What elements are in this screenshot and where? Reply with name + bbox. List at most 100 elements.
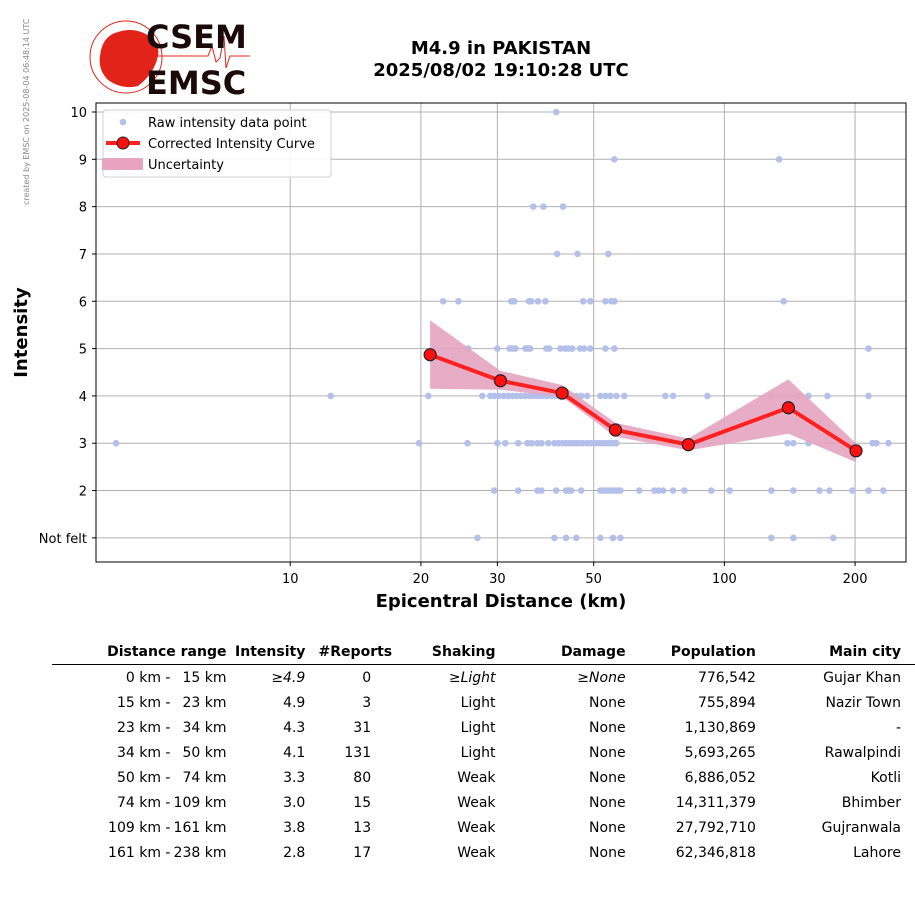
shaking-cell: Light [460,719,496,736]
reports-cell: 80 [353,769,372,786]
raw-data-point [562,534,570,542]
distance-range: 15 km -23 km [116,694,227,711]
raw-data-point [577,487,585,494]
city-cell: Lahore [853,844,901,861]
intensity-cell: 3.8 [283,819,306,836]
intensity-cell: 4.1 [283,744,306,761]
curve-point [608,423,622,437]
x-tick-label: 20 [413,572,430,587]
raw-data-point [528,439,536,447]
raw-data-point [439,297,447,305]
table-row: 161 km -238 km 2.8 17 Weak None 62,346,8… [52,840,915,865]
raw-data-point [415,439,423,447]
y-tick-label: 9 [79,153,87,168]
raw-data-point [553,250,561,258]
x-axis-label: Epicentral Distance (km) [376,591,627,612]
shaking-cell: Weak [457,769,496,786]
raw-data-point [830,534,837,542]
y-tick-label: 7 [79,248,87,263]
shaking-cell: ≥Light [448,669,496,686]
city-cell: Gujar Khan [823,669,901,686]
damage-cell: None [589,844,626,861]
table-row: 50 km -74 km 3.3 80 Weak None 6,886,052 … [52,765,915,790]
distance-range: 109 km -161 km [108,819,227,836]
raw-data-point [494,345,501,352]
y-tick-label: 6 [79,295,87,310]
shaking-cell: Light [460,744,496,761]
raw-data-point [708,487,715,494]
raw-data-point [669,392,677,400]
intensity-cell: 3.0 [283,794,306,811]
raw-data-point [464,439,471,447]
svg-text:EMSC: EMSC [146,64,246,100]
table-row: 0 km -15 km ≥4.9 0 ≥Light ≥None 776,542 … [52,665,915,691]
raw-data-point [790,487,797,494]
distance-range: 161 km -238 km [108,844,227,861]
population-cell: 6,886,052 [684,769,756,786]
title-event: M4.9 in PAKISTAN [410,38,592,59]
raw-data-point [495,392,502,400]
raw-data-point [613,392,620,400]
x-tick-label: 30 [489,572,506,587]
curve-point [555,386,569,400]
table-row: 15 km -23 km 4.9 3 Light None 755,894 Na… [52,690,915,715]
raw-data-point [784,439,791,447]
raw-data-point [544,439,552,447]
raw-data-point [873,439,880,447]
legend-raw-marker [119,118,127,126]
population-cell: 62,346,818 [675,844,756,861]
intensity-cell: 3.3 [283,769,306,786]
raw-data-point [669,487,677,494]
table-row: 109 km -161 km 3.8 13 Weak None 27,792,7… [52,815,915,840]
reports-cell: 17 [353,844,372,861]
curve-point [493,374,508,388]
uncertainty-band [430,320,857,463]
raw-data-point [880,487,887,494]
raw-data-point [494,439,501,447]
shaking-cell: Weak [457,794,496,811]
raw-data-point [514,487,522,494]
legend-raw-label: Raw intensity data point [148,116,307,131]
distance-range: 74 km -109 km [116,794,227,811]
raw-data-point [885,439,892,447]
raw-data-point [534,297,542,305]
raw-data-point [790,534,797,542]
intensity-cell: 2.8 [283,844,306,861]
raw-data-point [606,392,614,400]
city-cell: Gujranwala [821,819,901,836]
raw-data-point [617,534,624,542]
city-cell: Bhimber [841,794,901,811]
population-cell: 755,894 [697,694,756,711]
intensity-chart: 10 20 30 50 100 200 Not felt 2 3 4 5 6 7 8 9 10 Epicentr… [11,102,907,612]
raw-data-point [530,203,537,210]
table-row: 34 km -50 km 4.1 131 Light None 5,693,26… [52,740,915,765]
col-damage: Damage [495,640,626,665]
y-axis-label: Intensity [11,287,32,378]
raw-data-point [474,534,481,542]
raw-data-point [826,487,833,494]
city-cell: Kotli [870,769,901,786]
raw-data-point [479,392,486,400]
raw-data-point [579,297,587,305]
legend-curve-marker [116,136,130,150]
raw-data-point [655,487,662,494]
plot-frame [95,102,907,563]
damage-cell: None [589,719,626,736]
raw-data-point [538,487,545,494]
col-shaking: Shaking [392,640,496,665]
emsc-logo: CSEM EMSC [89,18,250,100]
city-cell: Nazir Town [825,694,901,711]
raw-data-point [510,297,518,305]
raw-data-point [865,345,872,352]
curve-point [781,401,795,415]
raw-data-point [659,487,667,494]
intensity-cell: ≥4.9 [271,669,306,686]
raw-data-point [573,534,580,542]
raw-data-point [559,203,567,210]
reports-cell: 3 [362,694,372,711]
raw-data-point [636,487,643,494]
intensity-cell: 4.9 [283,694,306,711]
title-datetime: 2025/08/02 19:10:28 UTC [373,60,629,81]
shaking-cell: Light [460,694,496,711]
population-cell: 14,311,379 [675,794,756,811]
